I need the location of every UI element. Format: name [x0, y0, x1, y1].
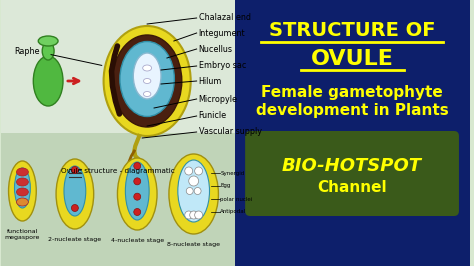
Text: BIO-HOTSPOT: BIO-HOTSPOT	[282, 157, 422, 175]
Circle shape	[190, 211, 198, 219]
Ellipse shape	[133, 53, 161, 99]
Ellipse shape	[144, 92, 151, 97]
Ellipse shape	[144, 78, 151, 84]
Circle shape	[189, 176, 199, 186]
Text: Ovule structure - diagrammatic: Ovule structure - diagrammatic	[61, 168, 174, 174]
Text: development in Plants: development in Plants	[255, 103, 448, 118]
Ellipse shape	[15, 168, 30, 208]
Text: Funicle: Funicle	[199, 111, 227, 120]
Text: Channel: Channel	[317, 181, 387, 196]
Ellipse shape	[33, 56, 63, 106]
Bar	[235, 0, 470, 266]
Text: Female gametophyte: Female gametophyte	[261, 85, 443, 99]
Text: 4-nucleate stage: 4-nucleate stage	[111, 238, 164, 243]
Bar	[0, 0, 235, 266]
Ellipse shape	[125, 162, 149, 220]
Circle shape	[134, 209, 141, 215]
Circle shape	[72, 167, 78, 173]
Circle shape	[195, 211, 202, 219]
Text: Embryo sac: Embryo sac	[199, 61, 246, 70]
FancyBboxPatch shape	[245, 131, 459, 216]
Text: OVULE: OVULE	[310, 49, 393, 69]
Ellipse shape	[17, 198, 28, 206]
Text: Egg: Egg	[220, 184, 231, 189]
Text: Micropyle: Micropyle	[199, 94, 237, 103]
Ellipse shape	[169, 154, 219, 234]
Ellipse shape	[143, 65, 152, 71]
Ellipse shape	[42, 42, 54, 60]
Ellipse shape	[17, 168, 28, 176]
Text: Nucellus: Nucellus	[199, 44, 233, 53]
Circle shape	[195, 167, 202, 175]
Ellipse shape	[9, 161, 36, 221]
Circle shape	[185, 167, 192, 175]
Text: Hilum: Hilum	[199, 77, 222, 85]
Text: polar nuclei: polar nuclei	[220, 197, 253, 202]
Text: Integument: Integument	[199, 28, 245, 38]
Text: Vascular supply: Vascular supply	[199, 127, 262, 136]
Ellipse shape	[64, 166, 86, 216]
Text: 8-nucleate stage: 8-nucleate stage	[167, 242, 220, 247]
Ellipse shape	[120, 41, 174, 117]
Ellipse shape	[17, 178, 28, 186]
Circle shape	[185, 211, 192, 219]
Circle shape	[72, 205, 78, 211]
Ellipse shape	[178, 160, 210, 222]
Ellipse shape	[118, 158, 157, 230]
Ellipse shape	[112, 35, 182, 127]
Circle shape	[186, 188, 193, 194]
Bar	[0, 0, 235, 133]
Text: Antipodal: Antipodal	[220, 210, 246, 214]
Circle shape	[134, 163, 141, 169]
Circle shape	[194, 188, 201, 194]
Text: functional
megaspore: functional megaspore	[5, 229, 40, 240]
Circle shape	[134, 178, 141, 185]
Text: STRUCTURE OF: STRUCTURE OF	[269, 22, 435, 40]
Text: Chalazal end: Chalazal end	[199, 14, 251, 23]
Text: 2-nucleate stage: 2-nucleate stage	[48, 237, 101, 242]
Ellipse shape	[17, 188, 28, 196]
Ellipse shape	[104, 26, 191, 136]
Text: Raphe: Raphe	[15, 47, 40, 56]
Text: Synergid: Synergid	[220, 171, 245, 176]
Bar	[0, 133, 235, 266]
Circle shape	[134, 193, 141, 200]
Ellipse shape	[38, 36, 58, 46]
Ellipse shape	[56, 159, 94, 229]
